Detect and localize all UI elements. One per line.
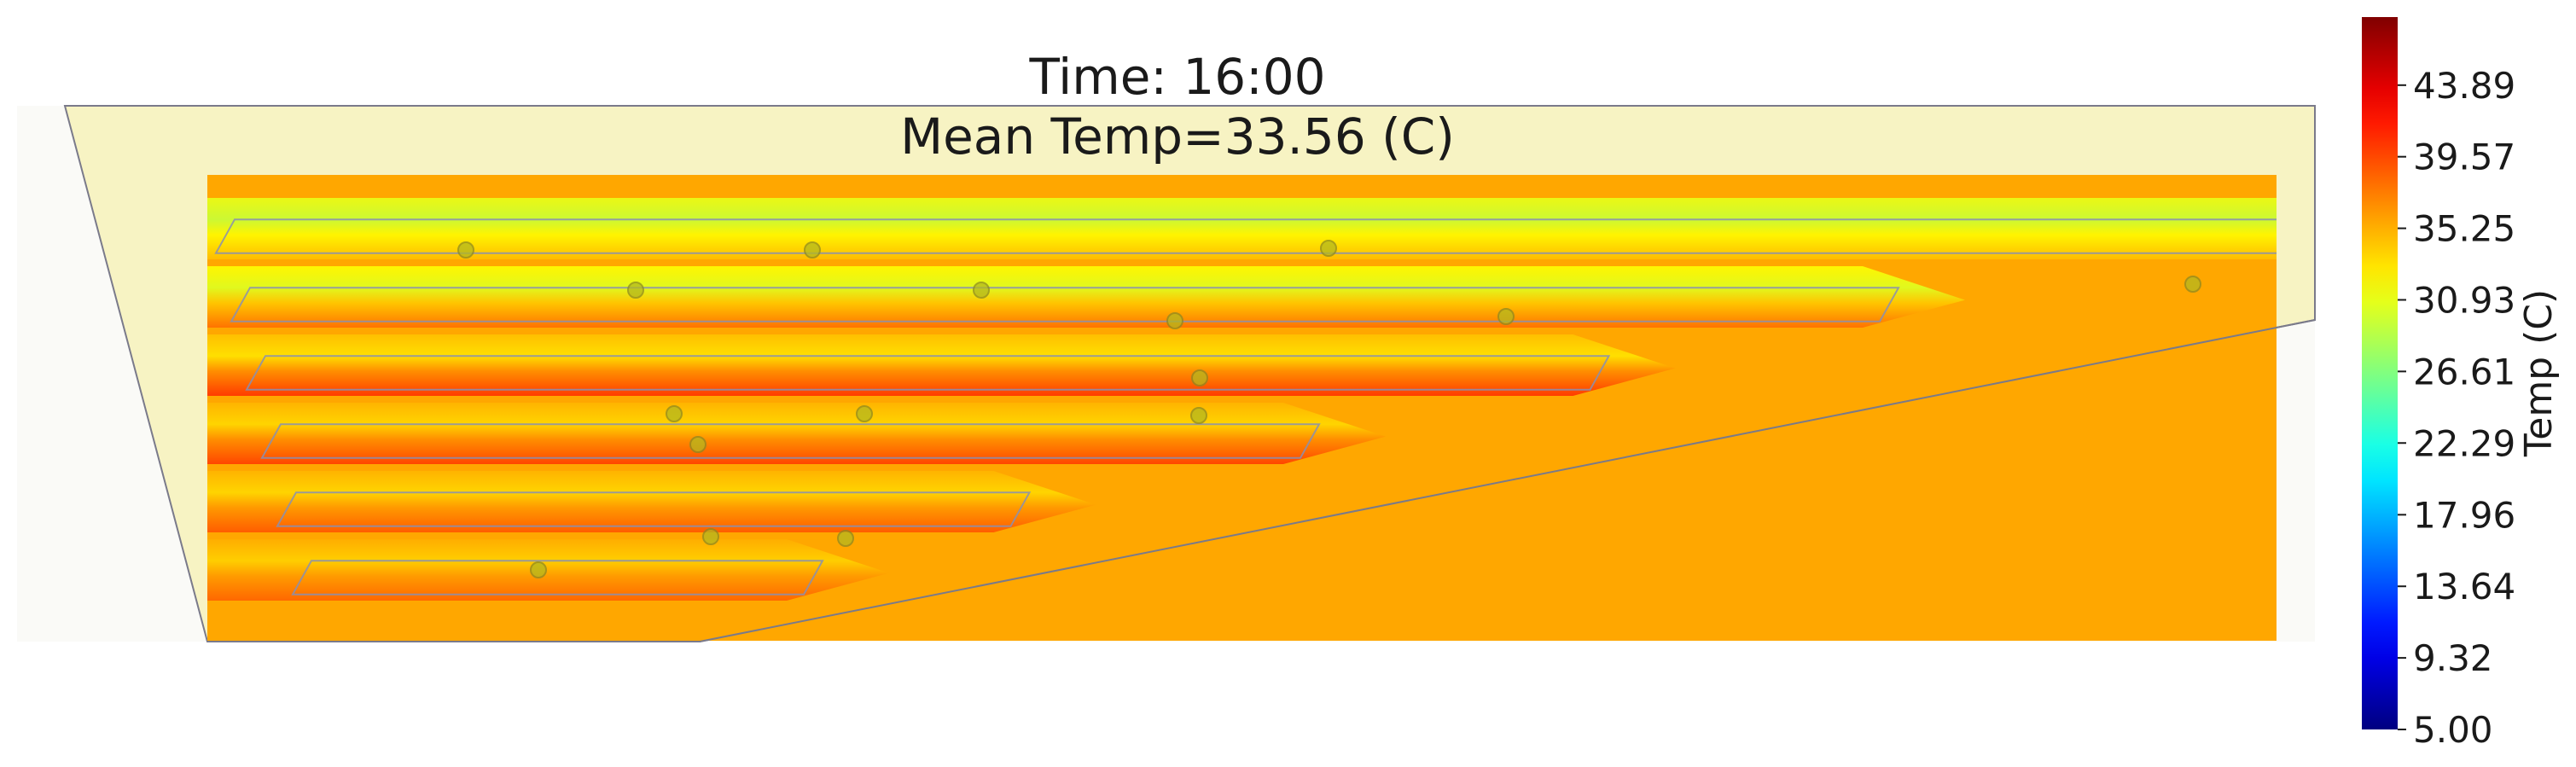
sensor-points xyxy=(457,240,2201,578)
sensor-point xyxy=(856,405,873,422)
sensor-point xyxy=(666,405,683,422)
row-outline xyxy=(230,287,1900,322)
colorbar-tick-label: 39.57 xyxy=(2413,137,2515,178)
colorbar-tick-label: 17.96 xyxy=(2413,494,2515,536)
row-outline xyxy=(214,218,2277,254)
colorbar-tick-label: 9.32 xyxy=(2413,637,2493,679)
sensor-point xyxy=(1190,407,1207,424)
row-outlines xyxy=(214,218,2277,596)
row-outline xyxy=(260,423,1321,459)
heatmap-plot-area xyxy=(207,175,2277,641)
colorbar-tick-label: 13.64 xyxy=(2413,566,2515,607)
sensor-point xyxy=(1191,369,1208,386)
colorbar-label: Temp (C) xyxy=(2517,289,2561,457)
chart-subtitle: Mean Temp=33.56 (C) xyxy=(900,107,1455,166)
sensor-point xyxy=(804,241,821,259)
heat-rows xyxy=(207,198,2277,601)
heat-row xyxy=(207,266,1965,328)
colorbar-strip xyxy=(2362,17,2398,729)
sensor-point xyxy=(973,282,990,299)
sensor-point xyxy=(689,436,707,453)
colorbar-tick-label: 35.25 xyxy=(2413,208,2515,250)
site-diagonal-edge xyxy=(699,319,2316,642)
sensor-point xyxy=(1497,308,1515,325)
sensor-point xyxy=(627,282,644,299)
colorbar-tick-label: 43.89 xyxy=(2413,65,2515,107)
colorbar-tick-label: 5.00 xyxy=(2413,709,2493,751)
chart-title: Time: 16:00 xyxy=(1028,48,1325,106)
sensor-point xyxy=(1320,240,1337,257)
sensor-point xyxy=(837,530,854,547)
heat-row xyxy=(207,539,889,601)
heat-row xyxy=(207,471,1096,532)
colorbar-tick-label: 26.61 xyxy=(2413,351,2515,392)
colorbar-tick-label: 22.29 xyxy=(2413,422,2515,464)
colorbar-tick-label: 30.93 xyxy=(2413,279,2515,321)
row-outline xyxy=(291,560,824,596)
sensor-point xyxy=(1166,312,1183,329)
sensor-point xyxy=(2184,276,2201,293)
colorbar-ticks: 5.00 9.32 13.64 17.96 22.29 26.61 30.93 35.25 39… xyxy=(2398,65,2515,751)
heat-row xyxy=(207,334,1676,396)
sensor-point xyxy=(702,528,719,545)
heat-row xyxy=(207,198,2277,259)
sensor-point xyxy=(530,561,547,578)
heat-row xyxy=(207,403,1386,464)
row-outline xyxy=(276,491,1032,527)
sensor-point xyxy=(457,241,474,259)
colorbar: 5.00 9.32 13.64 17.96 22.29 26.61 30.93 35.25 39… xyxy=(2362,17,2561,751)
row-outline xyxy=(245,355,1611,391)
